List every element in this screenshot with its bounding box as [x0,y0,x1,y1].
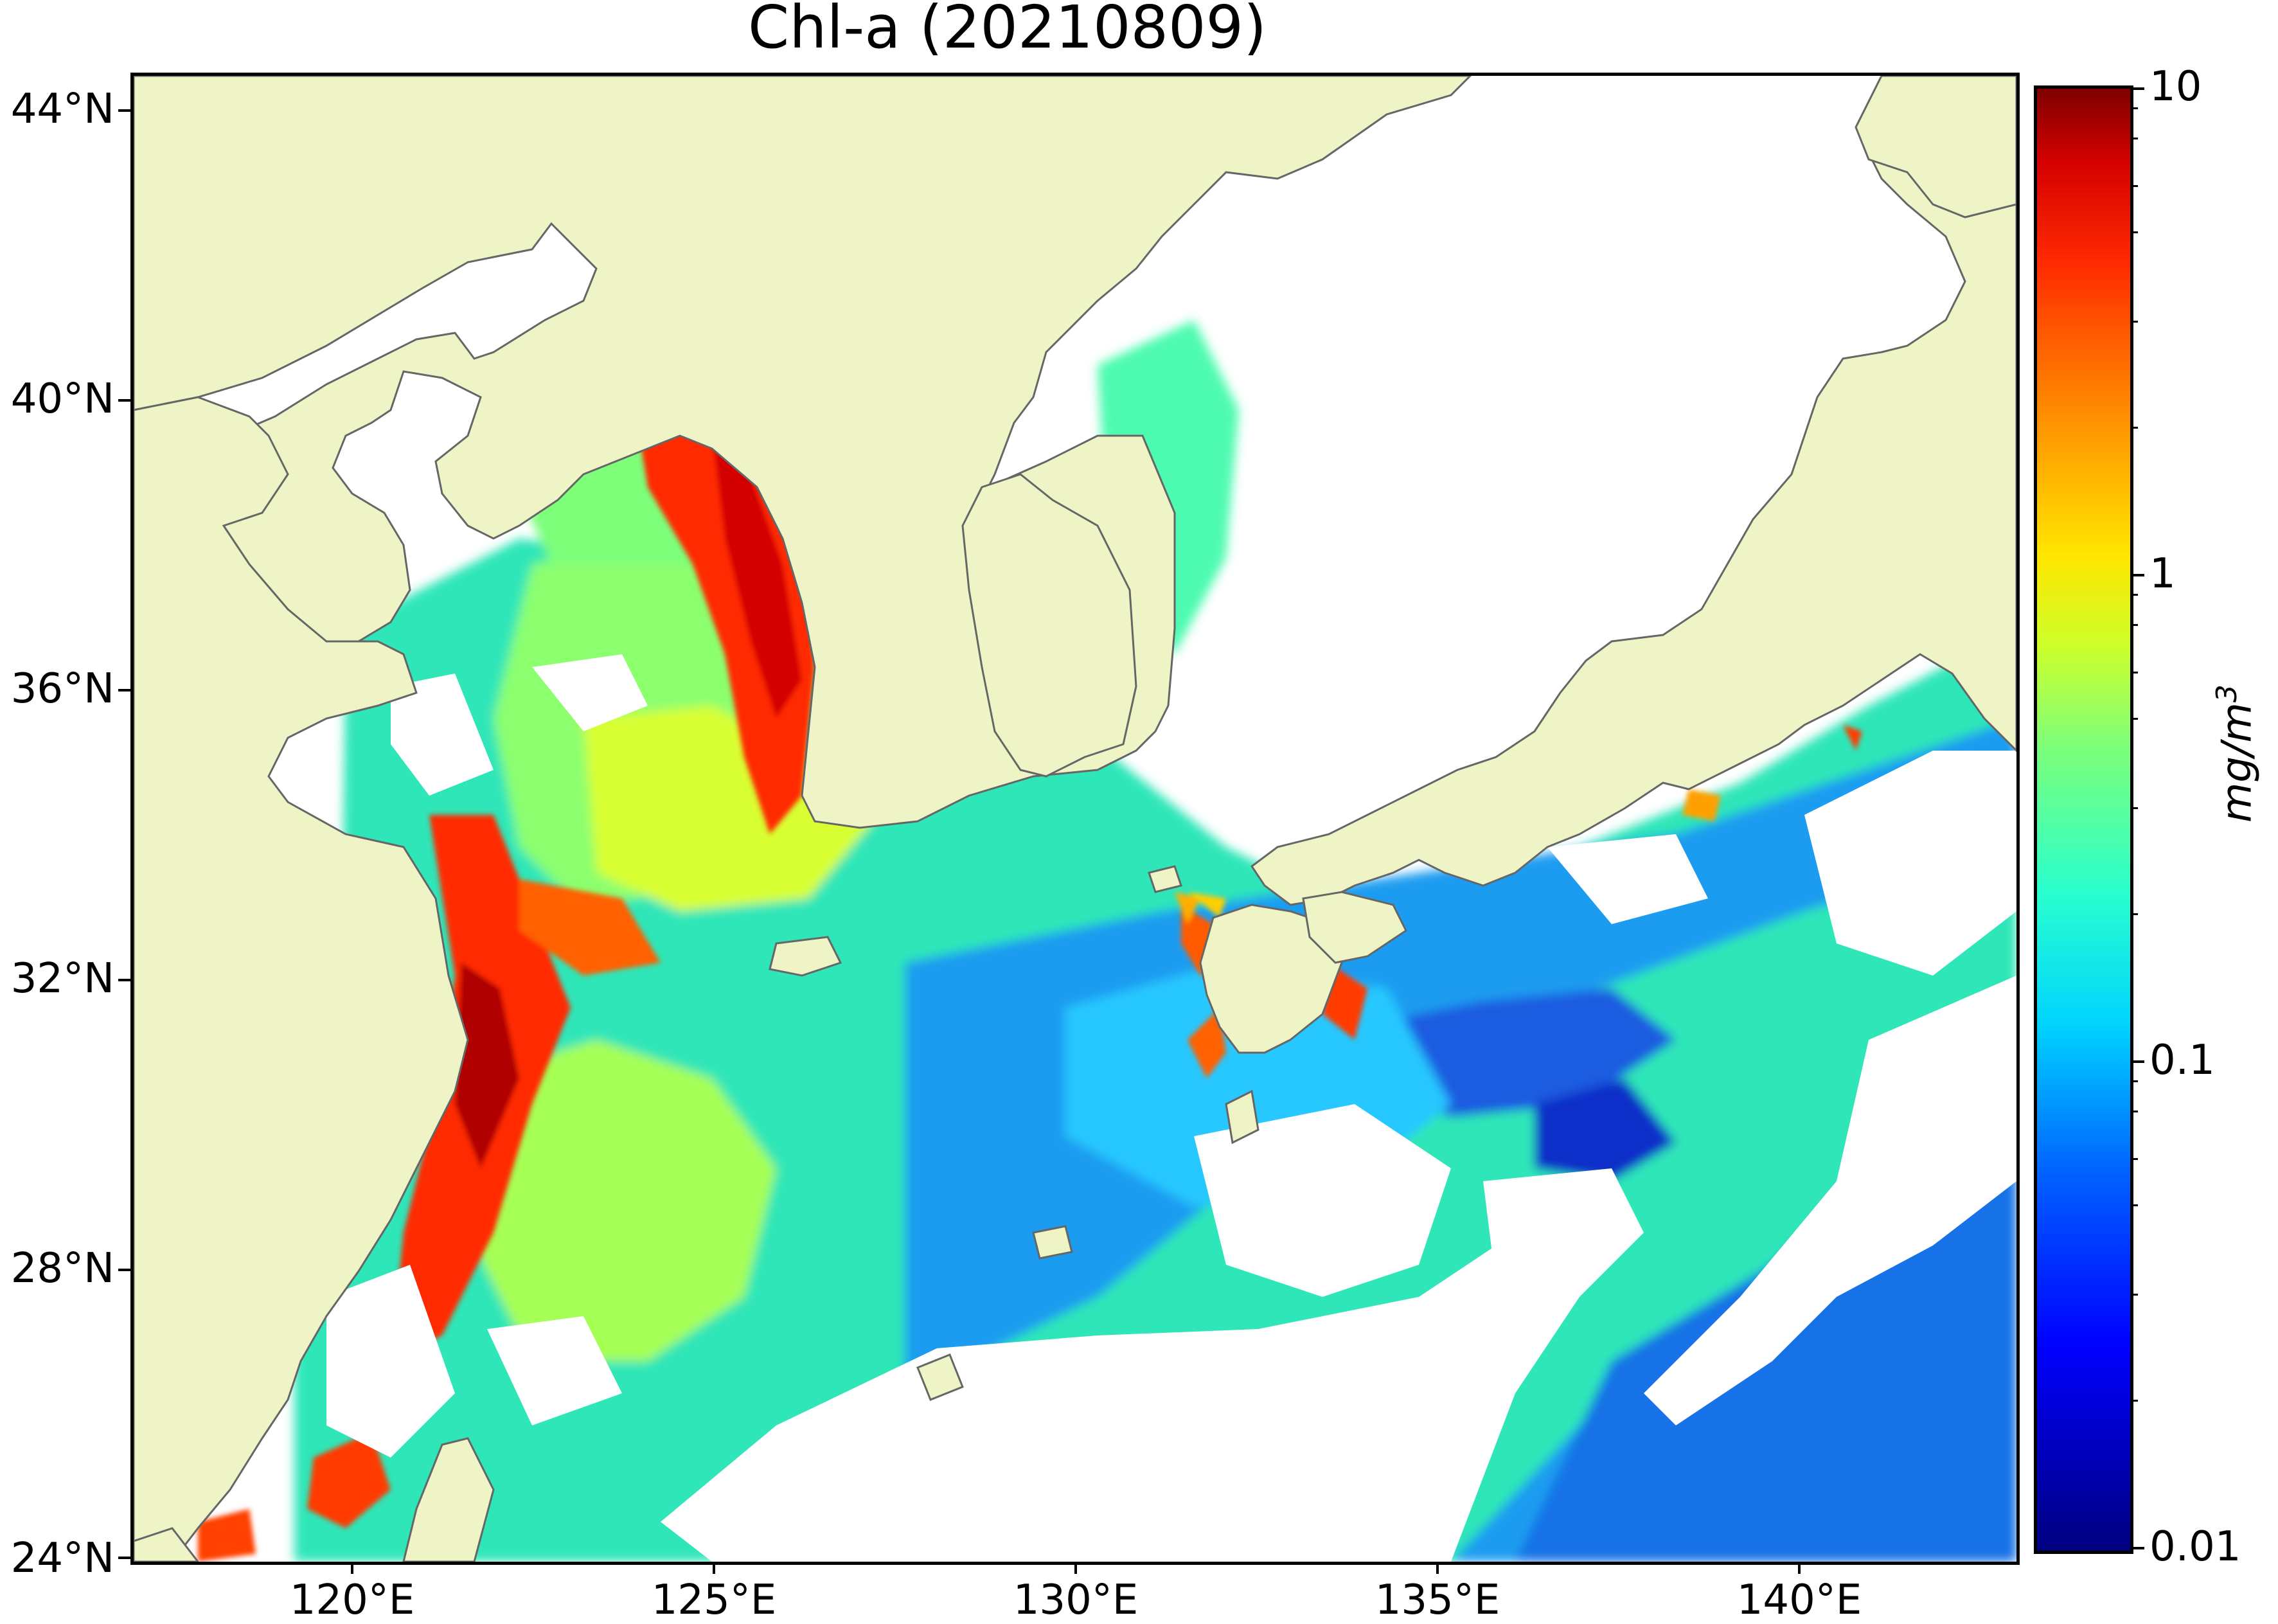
x-tick-label: 120°E [289,1576,415,1624]
x-tick-label: 125°E [651,1576,777,1624]
y-tick-label: 28°N [10,1245,114,1292]
colorbar-minor-tick [2130,1294,2138,1296]
colorbar-minor-tick [2130,807,2138,809]
colorbar-minor-tick [2130,1204,2138,1206]
colorbar-label: 0.01 [2149,1523,2241,1571]
colorbar-minor-tick [2130,624,2138,626]
colorbar-major-tick [2130,574,2144,576]
y-tick-label: 24°N [10,1535,114,1582]
colorbar-minor-tick [2130,718,2138,720]
colorbar-minor-tick [2130,185,2138,187]
colorbar-major-tick [2130,87,2144,90]
y-tickmark [118,689,130,692]
x-tickmark [1074,1562,1077,1574]
y-tickmark [118,1269,130,1271]
y-tickmark [118,399,130,402]
x-tick-label: 135°E [1375,1576,1500,1624]
colorbar-minor-tick [2130,594,2138,596]
colorbar-label: 1 [2149,550,2176,598]
colorbar-minor-tick [2130,913,2138,915]
colorbar-label: 10 [2149,63,2202,111]
x-tick-label: 130°E [1013,1576,1139,1624]
x-tickmark [1798,1562,1801,1574]
y-tick-label: 40°N [10,375,114,423]
colorbar-major-tick [2130,1547,2144,1549]
colorbar-major-tick [2130,1060,2144,1063]
colorbar-minor-tick [2130,1080,2138,1082]
colorbar [2034,85,2133,1554]
colorbar-minor-tick [2130,107,2138,109]
y-tickmark [118,979,130,981]
colorbar-minor-tick [2130,138,2138,139]
colorbar-minor-tick [2130,231,2138,233]
land-areas [134,76,2016,1562]
colorbar-minor-tick [2130,1111,2138,1112]
colorbar-minor-tick [2130,321,2138,323]
colorbar-minor-tick [2130,1158,2138,1160]
colorbar-label: 0.1 [2149,1037,2215,1084]
map-title: Chl-a (20210809) [748,0,1267,62]
colorbar-unit-exponent: 3 [2211,684,2243,703]
colorbar-minor-tick [2130,672,2138,674]
x-tickmark [351,1562,353,1574]
y-tick-label: 44°N [10,85,114,133]
colorbar-unit-label: mg/m3 [2211,684,2261,823]
y-tick-label: 36°N [10,665,114,713]
x-tickmark [713,1562,715,1574]
y-tickmark [118,1557,130,1559]
colorbar-unit-text: mg/m [2213,702,2261,823]
chlorophyll-map [130,73,2020,1565]
colorbar-minor-tick [2130,1400,2138,1402]
y-tick-label: 32°N [10,955,114,1003]
x-tickmark [1436,1562,1439,1574]
cloud-no-data [326,654,2016,1562]
map-canvas [134,76,2016,1562]
colorbar-minor-tick [2130,427,2138,429]
x-tick-label: 140°E [1736,1576,1862,1624]
y-tickmark [118,109,130,112]
